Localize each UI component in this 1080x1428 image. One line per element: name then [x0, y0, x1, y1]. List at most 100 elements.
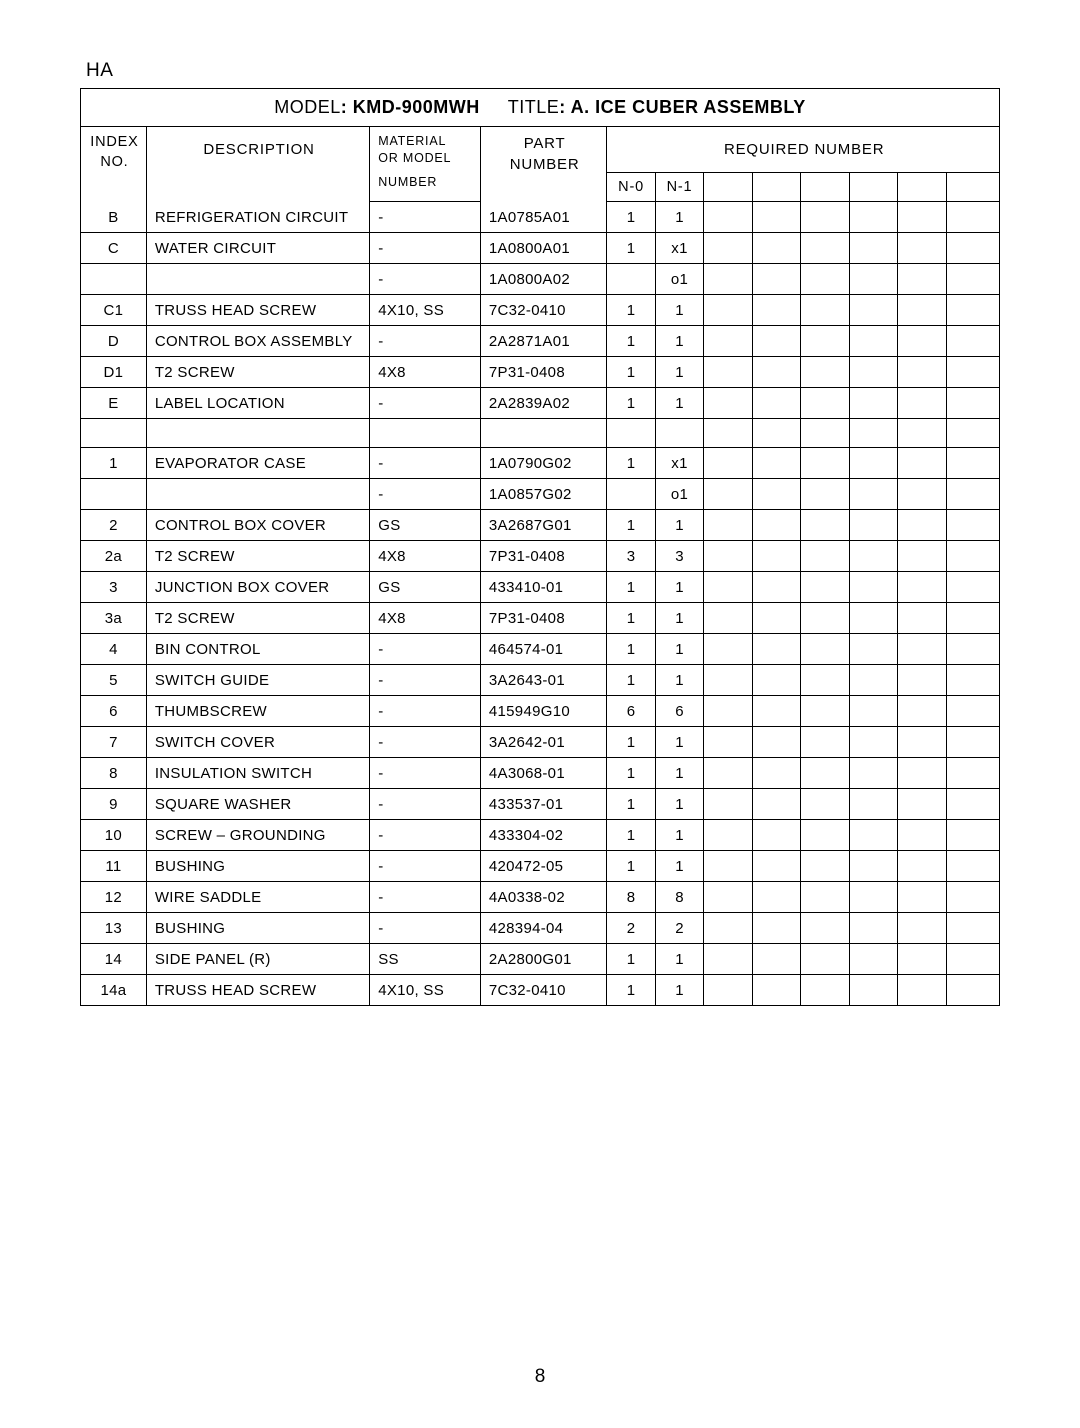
cell-req-blank [946, 326, 999, 357]
col-description: DESCRIPTION [146, 127, 369, 202]
cell-req-n1: 1 [655, 727, 703, 758]
cell-req-blank [946, 944, 999, 975]
cell-part: 2A2800G01 [480, 944, 606, 975]
cell-description: WIRE SADDLE [146, 882, 369, 913]
cell-material: - [370, 882, 481, 913]
cell-req-blank [801, 758, 849, 789]
cell-req-blank [849, 202, 897, 233]
cell-req-blank [801, 603, 849, 634]
cell-req-blank [898, 851, 946, 882]
cell-req-blank [801, 913, 849, 944]
cell-req-blank [898, 665, 946, 696]
cell-req-n1: 3 [655, 541, 703, 572]
cell-index: B [81, 202, 146, 233]
cell-req-blank [946, 202, 999, 233]
cell-part: 1A0800A02 [480, 264, 606, 295]
cell-description: T2 SCREW [146, 541, 369, 572]
cell-req-blank [704, 634, 752, 665]
cell-req-n1: 1 [655, 665, 703, 696]
cell-req-blank [898, 479, 946, 510]
cell-req-blank [801, 295, 849, 326]
cell-description: SQUARE WASHER [146, 789, 369, 820]
cell-description: SCREW – GROUNDING [146, 820, 369, 851]
cell-req-blank [704, 696, 752, 727]
table-row: 11BUSHING-420472-0511 [81, 851, 999, 882]
cell-material: - [370, 913, 481, 944]
cell-description: CONTROL BOX ASSEMBLY [146, 326, 369, 357]
cell-req-blank [752, 727, 800, 758]
cell-req-blank [752, 975, 800, 1006]
cell-req-n1: 2 [655, 913, 703, 944]
cell-part: 7P31-0408 [480, 541, 606, 572]
table-row: 2CONTROL BOX COVERGS3A2687G0111 [81, 510, 999, 541]
cell-req-blank [801, 510, 849, 541]
cell-index: 9 [81, 789, 146, 820]
cell-req-n0: 6 [607, 696, 655, 727]
cell-req-blank [704, 202, 752, 233]
cell-req-blank [801, 479, 849, 510]
cell-req-n1: 1 [655, 634, 703, 665]
cell-req-blank [752, 326, 800, 357]
cell-req-blank [704, 851, 752, 882]
cell-req-blank [752, 665, 800, 696]
cell-req-blank [752, 479, 800, 510]
cell-index: 6 [81, 696, 146, 727]
cell-req-n0: 1 [607, 202, 655, 233]
table-row: BREFRIGERATION CIRCUIT-1A0785A0111 [81, 202, 999, 233]
cell-req-n1: 1 [655, 851, 703, 882]
cell-material: - [370, 634, 481, 665]
cell-part: 7C32-0410 [480, 975, 606, 1006]
cell-description: SIDE PANEL (R) [146, 944, 369, 975]
cell-req-blank [898, 572, 946, 603]
cell-req-blank [946, 295, 999, 326]
cell-req-blank [849, 727, 897, 758]
cell-req-blank [946, 820, 999, 851]
cell-req-blank [946, 357, 999, 388]
cell-part: 3A2687G01 [480, 510, 606, 541]
cell-material: 4X10, SS [370, 975, 481, 1006]
cell-description: SWITCH COVER [146, 727, 369, 758]
cell-req-blank [801, 572, 849, 603]
table-row: ELABEL LOCATION-2A2839A0211 [81, 388, 999, 419]
subcol-4 [801, 173, 849, 202]
cell-req-blank [946, 913, 999, 944]
cell-req-n1: 1 [655, 820, 703, 851]
cell-req-blank [849, 541, 897, 572]
table-row: 9SQUARE WASHER-433537-0111 [81, 789, 999, 820]
cell-description: T2 SCREW [146, 603, 369, 634]
cell-material: - [370, 202, 481, 233]
cell-material: - [370, 727, 481, 758]
cell-req-n1: o1 [655, 264, 703, 295]
cell-req-blank [849, 479, 897, 510]
cell-req-blank [801, 696, 849, 727]
cell-req-blank [849, 634, 897, 665]
cell-req-n1: o1 [655, 479, 703, 510]
cell-req-n1: 1 [655, 202, 703, 233]
cell-req-n0: 1 [607, 510, 655, 541]
subcol-3 [752, 173, 800, 202]
cell-material: - [370, 665, 481, 696]
cell-req-n0: 1 [607, 789, 655, 820]
cell-req-blank [849, 357, 897, 388]
cell-req-blank [946, 696, 999, 727]
cell-req-blank [946, 851, 999, 882]
cell-material: SS [370, 944, 481, 975]
table-row: 1EVAPORATOR CASE-1A0790G021x1 [81, 448, 999, 479]
cell-req-blank [801, 975, 849, 1006]
cell-req-n0: 1 [607, 295, 655, 326]
cell-req-blank [752, 295, 800, 326]
cell-req-n0: 1 [607, 820, 655, 851]
col-material-bot: NUMBER [370, 173, 481, 202]
cell-material: 4X8 [370, 541, 481, 572]
cell-index: 3a [81, 603, 146, 634]
cell-material: 4X10, SS [370, 295, 481, 326]
cell-req-blank [898, 727, 946, 758]
cell-req-n0: 1 [607, 357, 655, 388]
cell-material: - [370, 264, 481, 295]
table-row: 8INSULATION SWITCH-4A3068-0111 [81, 758, 999, 789]
cell-req-blank [752, 510, 800, 541]
cell-req-blank [849, 975, 897, 1006]
cell-req-blank [946, 727, 999, 758]
table-row: CWATER CIRCUIT-1A0800A011x1 [81, 233, 999, 264]
cell-material: - [370, 851, 481, 882]
